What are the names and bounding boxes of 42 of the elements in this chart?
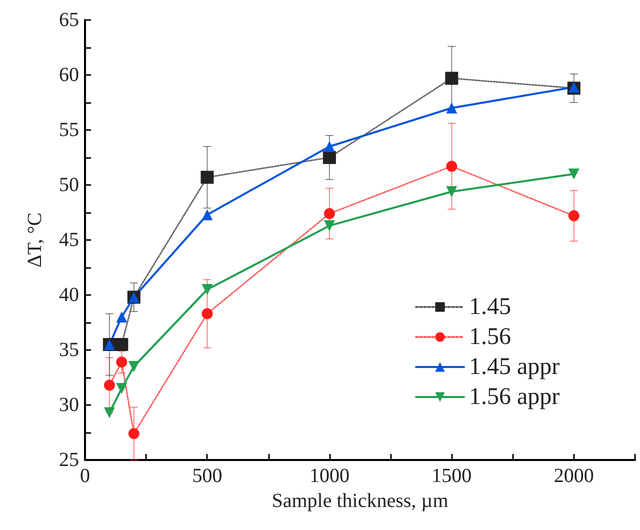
- point: [324, 208, 335, 220]
- y-tick-label: 60: [59, 64, 79, 86]
- y-tick-label: 65: [59, 9, 79, 31]
- point: [115, 338, 128, 351]
- point: [202, 308, 213, 320]
- y-tick-label: 50: [59, 174, 79, 196]
- point: [202, 209, 213, 220]
- point: [322, 151, 336, 164]
- point: [128, 361, 140, 372]
- point: [445, 72, 458, 85]
- legend-label: 1.45 appr: [469, 354, 560, 380]
- x-axis-title: Sample thickness, µm: [272, 490, 449, 512]
- point: [104, 407, 115, 418]
- point: [446, 160, 458, 172]
- legend-label: 1.45: [469, 294, 511, 320]
- legend-label: 1.56 appr: [469, 384, 560, 410]
- point: [128, 428, 140, 440]
- y-axis-title: ΔT, °C: [24, 212, 46, 268]
- x-tick-label: 500: [192, 465, 222, 487]
- point: [116, 356, 128, 368]
- x-tick-label: 1000: [309, 465, 350, 487]
- point: [446, 186, 458, 198]
- y-tick-label: 40: [59, 284, 79, 306]
- point: [200, 170, 214, 184]
- point: [324, 141, 335, 152]
- y-tick-label: 25: [59, 449, 79, 471]
- point: [116, 383, 128, 394]
- point: [568, 168, 580, 180]
- point: [324, 220, 335, 232]
- x-tick-label: 0: [80, 465, 90, 487]
- point: [116, 312, 128, 322]
- y-tick-label: 30: [59, 394, 79, 416]
- x-tick-label: 1500: [432, 465, 472, 487]
- legend-label: 1.56: [469, 324, 511, 350]
- y-tick-label: 45: [59, 229, 79, 251]
- point: [446, 102, 458, 114]
- point: [104, 380, 115, 391]
- y-tick-label: 55: [59, 119, 79, 141]
- y-tick-label: 35: [59, 339, 79, 361]
- x-tick-label: 2000: [554, 465, 594, 487]
- point: [568, 210, 580, 222]
- point: [202, 284, 213, 295]
